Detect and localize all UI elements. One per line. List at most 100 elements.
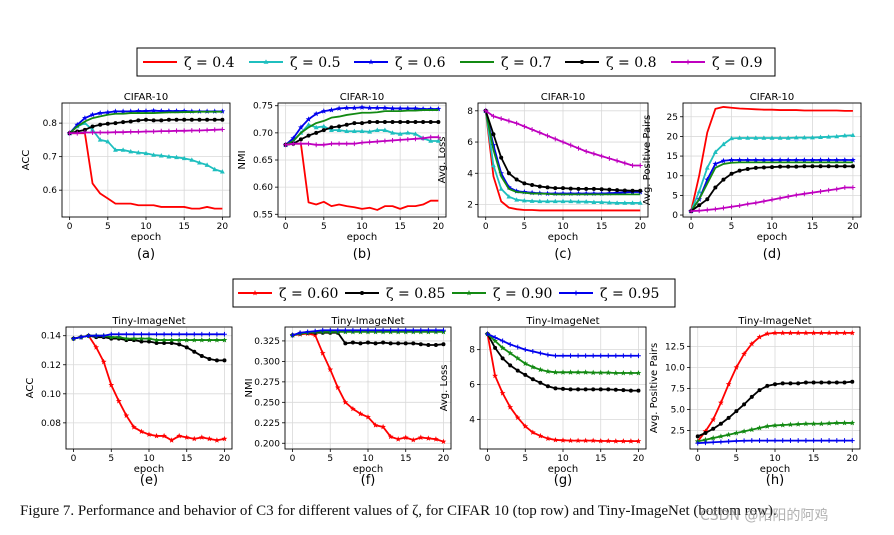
legend-item: ζ = 0.90 [452, 286, 552, 302]
x-tick-label: 5 [327, 454, 333, 464]
data-point [810, 420, 817, 427]
data-point [756, 424, 763, 431]
data-point [219, 169, 225, 174]
data-point [756, 334, 763, 340]
data-point [367, 139, 373, 145]
data-point [123, 335, 130, 342]
legend-marker [360, 291, 364, 295]
chart-title: CIFAR-10 [541, 92, 585, 103]
data-point [420, 105, 426, 112]
data-point [351, 141, 357, 147]
data-point [583, 190, 590, 196]
data-point [613, 387, 618, 392]
data-point [116, 331, 122, 337]
data-point [599, 187, 604, 192]
data-point [366, 340, 370, 345]
data-point [552, 136, 558, 142]
data-point [753, 135, 759, 140]
data-point [718, 439, 724, 445]
x-tick-label: 5 [108, 454, 114, 464]
data-point [561, 386, 565, 391]
data-point [736, 157, 743, 163]
data-point [374, 104, 381, 111]
data-point [433, 343, 438, 348]
data-point [143, 108, 149, 114]
data-point [591, 387, 596, 392]
x-tick-label: 0 [688, 222, 694, 232]
series-line-h-3 [695, 438, 855, 446]
data-point [334, 384, 341, 391]
data-point [98, 122, 103, 127]
data-point [189, 117, 194, 122]
data-point [530, 182, 535, 187]
y-tick-label: 10.0 [665, 363, 685, 373]
series-line-c-1 [483, 108, 643, 205]
data-point [182, 117, 187, 122]
data-point [212, 127, 218, 133]
data-point [337, 124, 342, 129]
x-tick-label: 10 [557, 222, 569, 232]
legend-item: ζ = 0.9 [671, 55, 762, 71]
data-point [395, 327, 401, 333]
y-tick-label: 0.250 [254, 398, 280, 408]
data-point [78, 334, 84, 340]
data-point [199, 354, 204, 359]
series-line-d-3 [690, 161, 853, 212]
data-point [151, 118, 156, 123]
data-point [440, 438, 447, 445]
data-point [561, 186, 565, 191]
data-point [591, 186, 596, 191]
series-line-b-5 [283, 134, 441, 148]
data-point [801, 191, 807, 197]
data-point [360, 121, 364, 126]
data-point [380, 423, 386, 430]
data-point [703, 431, 708, 436]
y-axis-label: ACC [21, 150, 32, 171]
data-point [298, 137, 303, 142]
data-point [435, 105, 442, 112]
chart-panel-g: 0 5 10 15 20 4 6 8 Tiny-ImageNet epoch Avg. Loss (g… [439, 316, 647, 488]
legend-label: ζ = 0.60 [279, 286, 338, 302]
data-point [298, 124, 304, 130]
x-tick-label: 10 [557, 454, 569, 464]
series-line-b-4 [283, 120, 441, 147]
data-point [748, 340, 755, 347]
data-point [428, 120, 433, 124]
data-point [785, 157, 792, 163]
panel-label: (g) [554, 473, 572, 488]
data-point [628, 438, 634, 444]
data-point [850, 164, 855, 169]
data-point [221, 337, 228, 343]
data-point [410, 327, 416, 333]
data-point [374, 127, 380, 132]
data-point [612, 438, 619, 444]
panel-label: (c) [554, 247, 571, 262]
data-point [146, 331, 152, 337]
x-axis-label: epoch [347, 232, 377, 243]
legend-marker [263, 59, 269, 64]
data-point [628, 388, 633, 393]
data-point [741, 438, 747, 444]
data-point [537, 432, 544, 439]
x-tick-label: 0 [485, 454, 491, 464]
legend-item: ζ = 0.60 [238, 286, 338, 302]
data-point [425, 327, 431, 333]
data-point [778, 164, 783, 169]
data-point [769, 197, 775, 203]
data-point [803, 420, 809, 427]
data-point [560, 369, 566, 375]
y-axis-label: Avg. Loss [437, 137, 448, 184]
data-point [733, 438, 739, 444]
data-point [818, 438, 824, 443]
data-point [491, 162, 496, 168]
data-point [418, 327, 424, 333]
data-point [834, 186, 840, 192]
data-point [128, 119, 133, 124]
y-tick-label: 6 [467, 138, 473, 148]
data-point [154, 331, 159, 337]
data-point [841, 329, 848, 336]
legend-marker [685, 59, 691, 65]
data-point [636, 353, 641, 359]
data-point [590, 369, 597, 376]
data-point [67, 130, 73, 136]
